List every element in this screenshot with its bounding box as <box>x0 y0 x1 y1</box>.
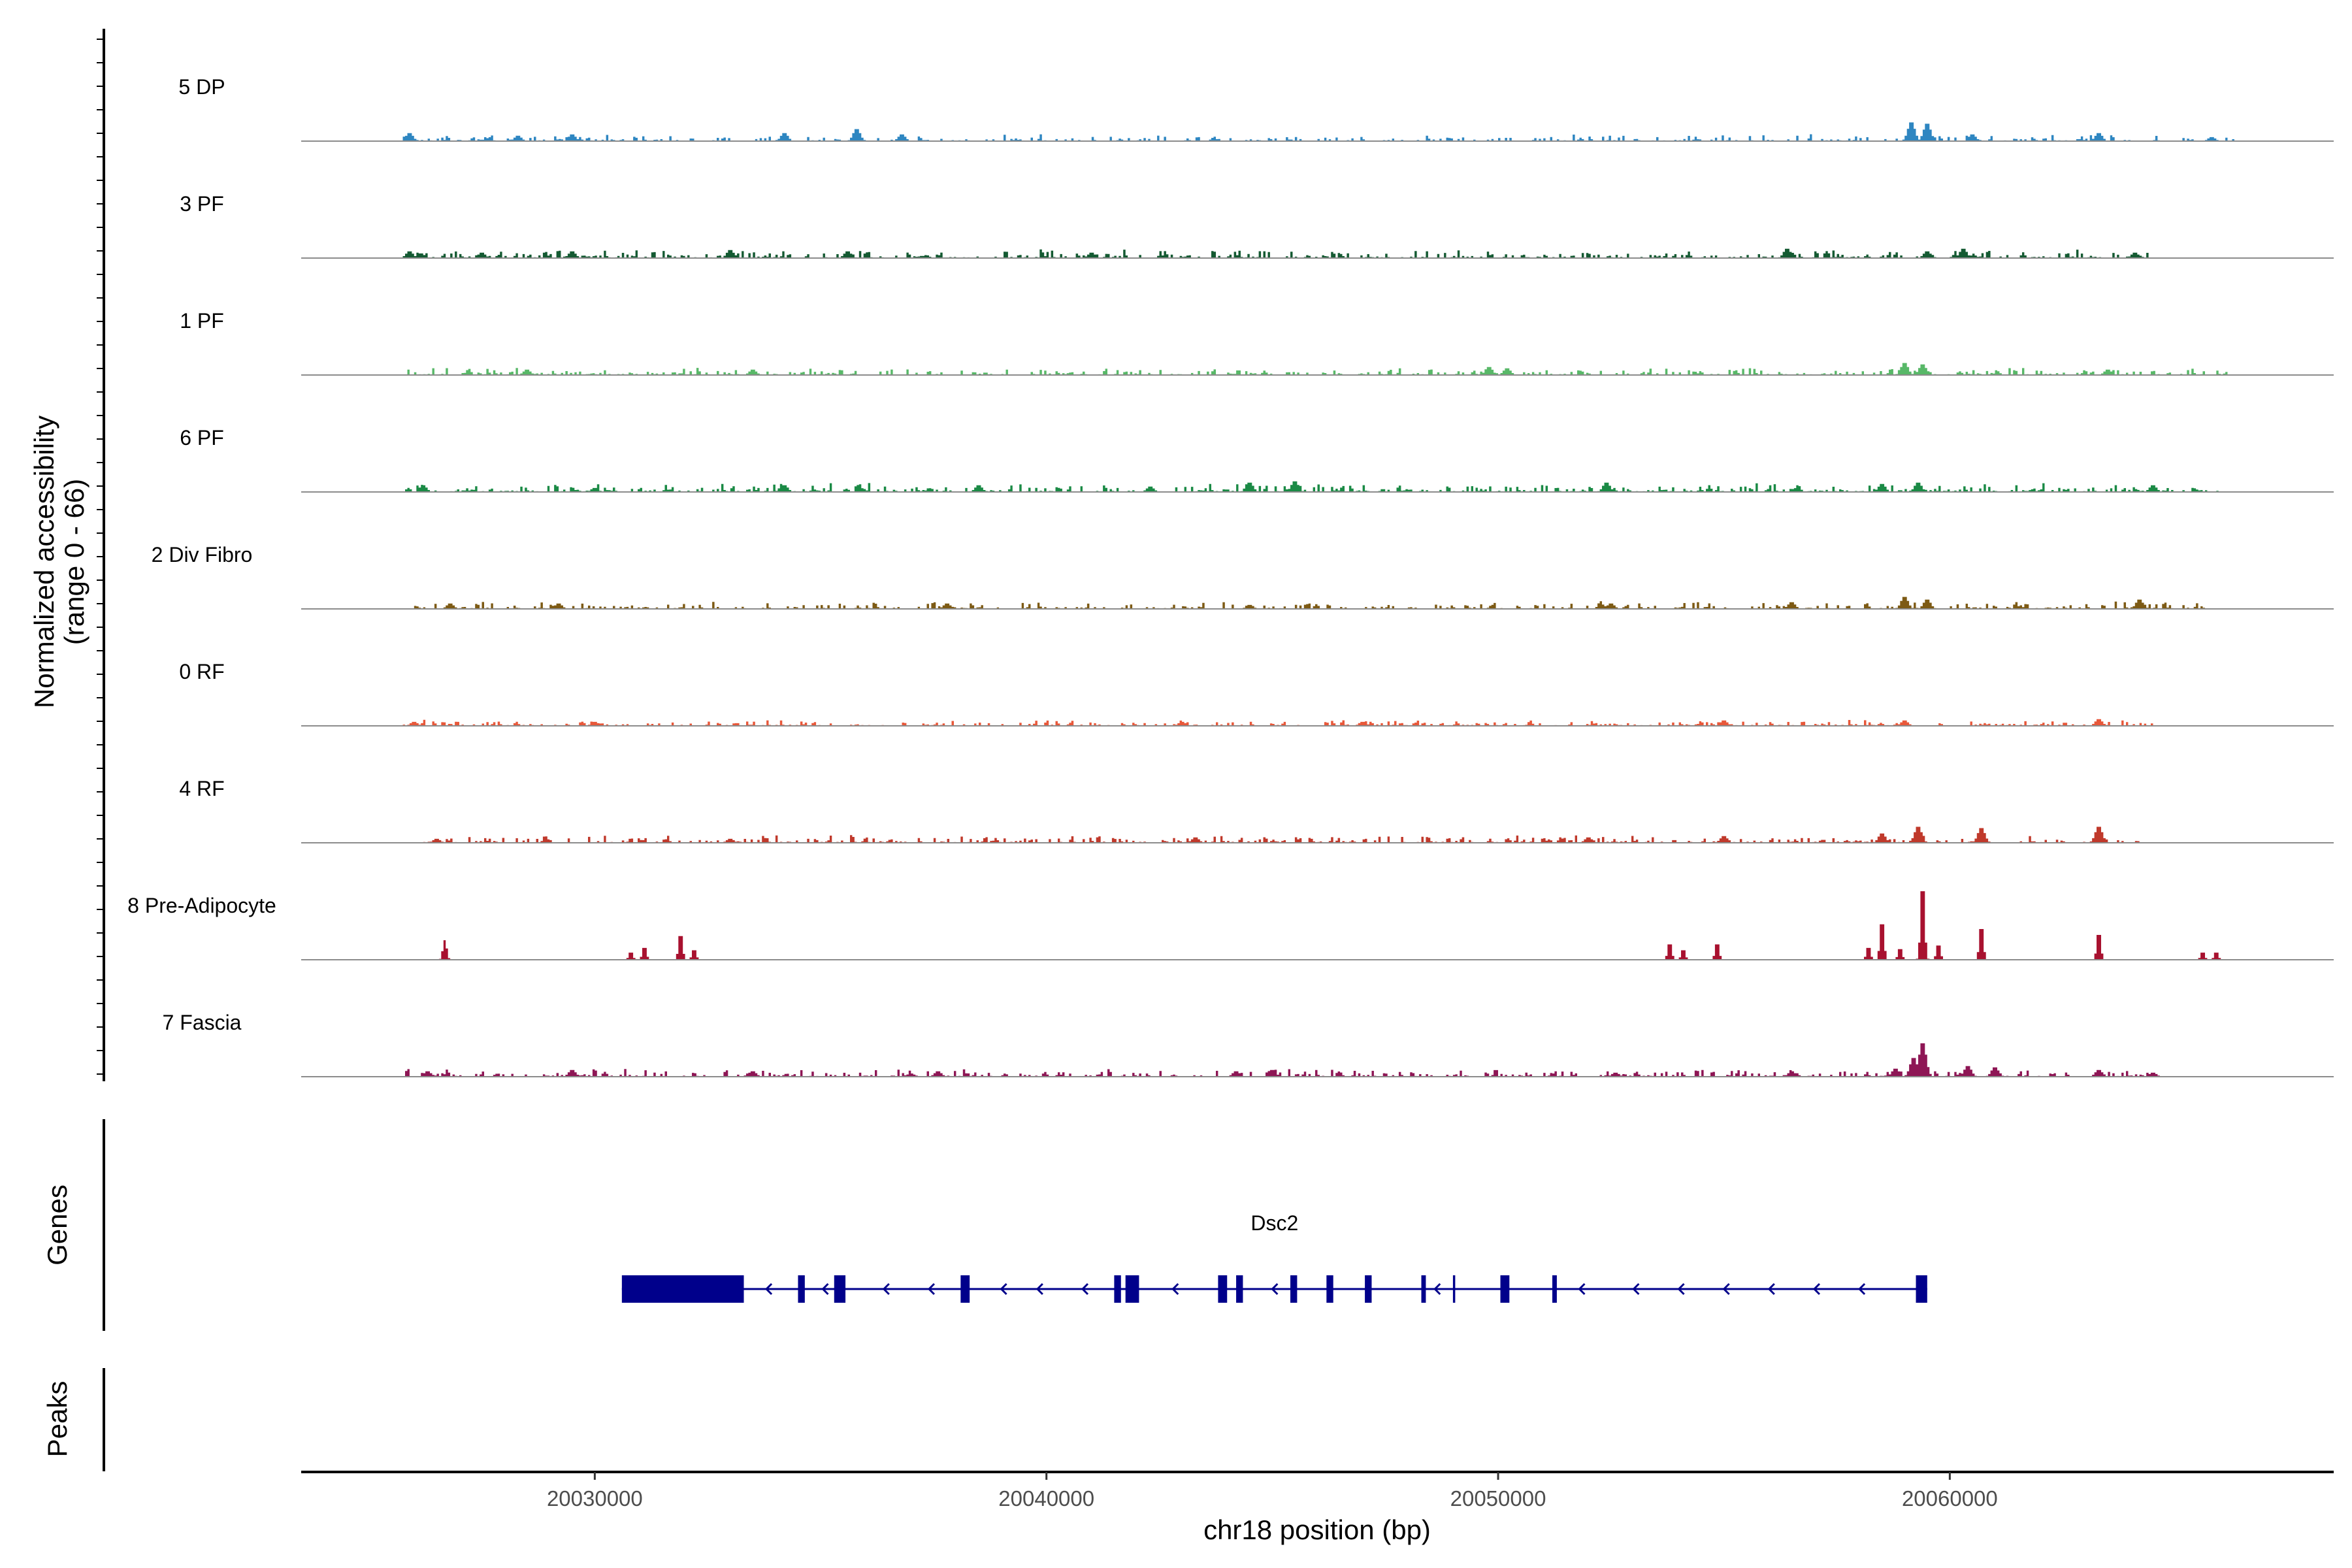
track-0-rf: 0 RF <box>179 660 2334 727</box>
gene-exon <box>1552 1275 1557 1303</box>
x-axis-title: chr18 position (bp) <box>1203 1514 1431 1545</box>
track-label: 2 Div Fibro <box>152 543 253 566</box>
strand-chevron <box>1271 1282 1279 1296</box>
gene-exon <box>960 1275 970 1303</box>
strand-chevron <box>1036 1282 1043 1296</box>
gene-exon <box>621 1275 744 1303</box>
x-tick-label: 20050000 <box>1450 1486 1546 1511</box>
gene-exon <box>1365 1275 1372 1303</box>
strand-chevron <box>1767 1282 1775 1296</box>
x-tick-label: 20040000 <box>998 1486 1094 1511</box>
strand-chevron <box>882 1282 890 1296</box>
track-1-pf: 1 PF <box>180 309 2334 376</box>
coverage-tracks: 5 DP 3 PF 1 PF 6 PF 2 Div Fibro 0 RF 4 RF 8 Pre… <box>127 75 2334 1077</box>
coverage-area <box>301 248 2334 258</box>
coverage-area <box>301 481 2334 492</box>
track-3-pf: 3 PF <box>180 192 2334 259</box>
track-label: 8 Pre-Adipocyte <box>127 894 276 917</box>
strand-chevron <box>1677 1282 1685 1296</box>
gene-exon <box>1421 1275 1426 1303</box>
y-axis-range: (range 0 - 66) <box>59 479 90 645</box>
gene-exon <box>834 1275 846 1303</box>
coverage-area <box>301 1043 2334 1077</box>
track-label: 7 Fascia <box>163 1011 242 1034</box>
track-label: 6 PF <box>180 426 224 449</box>
coverage-area <box>301 596 2334 609</box>
track-8-pre-adipocyte: 8 Pre-Adipocyte <box>127 891 2334 960</box>
gene-exon <box>1125 1275 1139 1303</box>
strand-chevron <box>927 1282 936 1296</box>
x-tick-label: 20060000 <box>1902 1486 1998 1511</box>
gene-exon <box>1114 1275 1121 1303</box>
track-4-rf: 4 RF <box>179 777 2334 843</box>
strand-chevron <box>1171 1282 1179 1296</box>
x-axis-ticks: 20030000 20040000 20050000 20060000 <box>547 1472 1998 1511</box>
coverage-area <box>301 891 2334 960</box>
strand-chevron <box>1857 1282 1866 1296</box>
gene-exon <box>1916 1275 1927 1303</box>
x-tick-label: 20030000 <box>547 1486 643 1511</box>
track-label: 0 RF <box>179 660 224 683</box>
gene-exon <box>1290 1275 1298 1303</box>
gene-exon <box>1326 1275 1333 1303</box>
coverage-area <box>301 122 2334 141</box>
coverage-area <box>301 363 2334 375</box>
gene-exon <box>1218 1275 1228 1303</box>
strand-chevron <box>764 1282 773 1296</box>
track-label: 5 DP <box>178 75 225 99</box>
track-2-div-fibro: 2 Div Fibro <box>152 543 2334 610</box>
strand-chevron <box>1632 1282 1640 1296</box>
track-label: 4 RF <box>179 777 224 800</box>
gene-label: Dsc2 <box>1250 1211 1298 1235</box>
strand-chevron <box>1812 1282 1821 1296</box>
genes-panel-title: Genes <box>42 1184 73 1266</box>
gene-exon <box>1452 1275 1456 1303</box>
gene-track: Dsc2 <box>621 1211 1927 1303</box>
strand-chevron <box>1433 1282 1441 1296</box>
gene-exon <box>798 1275 805 1303</box>
strand-chevron <box>1081 1282 1089 1296</box>
strand-chevron <box>1000 1282 1007 1296</box>
track-5-dp: 5 DP <box>178 75 2334 142</box>
track-label: 1 PF <box>180 309 224 333</box>
strand-chevron <box>821 1282 829 1296</box>
track-6-pf: 6 PF <box>180 426 2334 493</box>
peaks-panel-title: Peaks <box>42 1381 73 1458</box>
strand-chevron <box>1722 1282 1730 1296</box>
track-label: 3 PF <box>180 192 224 216</box>
strand-chevron <box>1578 1282 1586 1296</box>
coverage-y-ticks <box>97 39 104 1075</box>
y-axis-title: Normalized accessibility <box>29 416 59 708</box>
gene-exon <box>1236 1275 1243 1303</box>
gene-exon <box>1500 1275 1510 1303</box>
track-7-fascia: 7 Fascia <box>163 1011 2334 1077</box>
coverage-area <box>301 719 2334 726</box>
coverage-area <box>301 826 2334 843</box>
